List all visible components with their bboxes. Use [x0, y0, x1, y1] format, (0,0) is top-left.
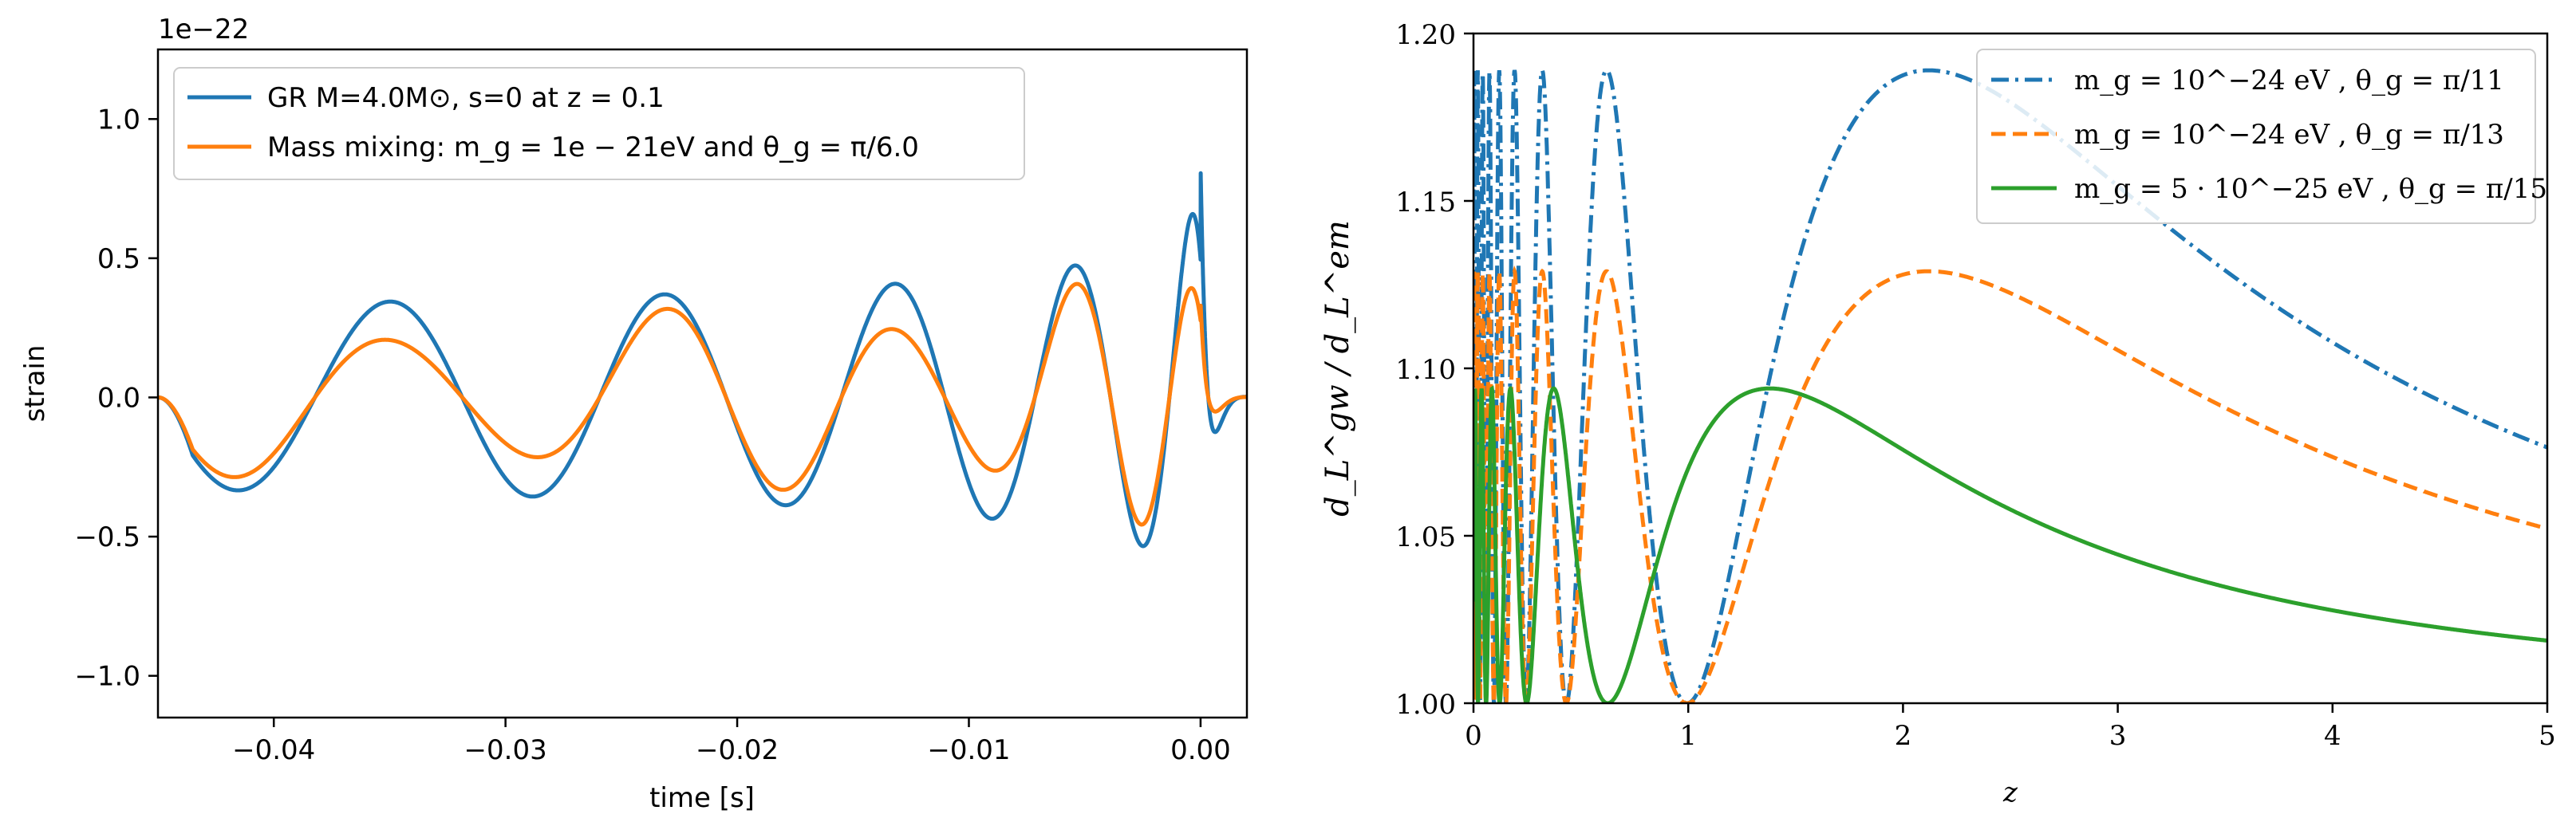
left-plot-frame	[156, 48, 1249, 719]
right-legend-label-1: m_g = 10^−24 eV , θ_g = π/11	[2074, 65, 2504, 96]
left-legend-label-mixing: Mass mixing: m_g = 1e − 21eV and θ_g = π…	[267, 132, 919, 163]
left-y-tick-label: −1.0	[74, 661, 140, 693]
left-legend: GR M=4.0M⊙, s=0 at z = 0.1 Mass mixing: …	[173, 67, 1025, 180]
right-x-tick-label: 4	[2324, 720, 2341, 752]
left-y-ticks: −1.0 −0.5 0.0 0.5 1.0	[74, 104, 158, 693]
left-x-tick-label: −0.01	[927, 734, 1010, 766]
right-y-axis-label-text: d_L^gw / d_L^em	[1320, 220, 1356, 517]
right-y-tick-label: 1.10	[1395, 354, 1456, 386]
right-series-line-2	[1473, 265, 2547, 703]
right-x-axis-label: z	[2002, 777, 2018, 808]
left-y-tick-label: 0.0	[97, 382, 140, 414]
left-x-ticks: −0.04 −0.03 −0.02 −0.01 0.00	[232, 718, 1231, 766]
right-x-tick-label: 0	[1465, 720, 1482, 752]
right-legend-label-2: m_g = 10^−24 eV , θ_g = π/13	[2074, 119, 2504, 151]
left-x-tick-label: −0.02	[696, 734, 779, 766]
right-series-line-3	[1473, 385, 2547, 703]
left-x-axis-label: time [s]	[649, 782, 755, 814]
right-y-tick-label: 1.05	[1395, 521, 1456, 553]
right-chart: 0 1 2 3 4 5 1.00 1.05 1.10 1.15 1.20 z d_L^gw / d…	[1320, 19, 2556, 808]
right-legend-label-3: m_g = 5 · 10^−25 eV , θ_g = π/15	[2074, 173, 2547, 205]
right-x-ticks: 0 1 2 3 4 5	[1465, 703, 2556, 752]
left-y-axis-label: strain	[19, 345, 51, 423]
left-x-tick-label: −0.04	[232, 734, 315, 766]
right-legend-box	[1976, 49, 2536, 224]
right-series-line-1	[1473, 67, 2547, 703]
left-y-tick-label: −0.5	[74, 521, 140, 553]
right-y-tick-label: 1.15	[1395, 187, 1456, 218]
right-x-tick-label: 5	[2539, 720, 2556, 752]
left-x-tick-label: 0.00	[1170, 734, 1231, 766]
right-y-ticks: 1.00 1.05 1.10 1.15 1.20	[1395, 19, 1473, 721]
left-series-group	[158, 171, 1247, 549]
left-offset-label: 1e−22	[158, 14, 249, 45]
right-y-tick-label: 1.00	[1395, 689, 1456, 721]
left-series-gr-line	[158, 171, 1247, 549]
left-chart: 1e−22 −0.04 −0.03 −0.02 −0.01 0.00 −1.0 −0.5 0…	[19, 14, 1249, 814]
right-x-tick-label: 2	[1895, 720, 1912, 752]
right-x-tick-label: 1	[1679, 720, 1697, 752]
left-y-tick-label: 1.0	[97, 104, 140, 136]
left-series-mixing-line	[158, 281, 1247, 527]
left-y-tick-label: 0.5	[97, 243, 140, 275]
right-series-group	[1473, 67, 2547, 703]
right-legend: m_g = 10^−24 eV , θ_g = π/11 m_g = 10^−2…	[1976, 49, 2547, 224]
left-legend-box	[173, 67, 1025, 180]
right-y-axis-label: d_L^gw / d_L^em	[1320, 220, 1356, 517]
right-x-tick-label: 3	[2109, 720, 2127, 752]
left-x-tick-label: −0.03	[464, 734, 547, 766]
right-y-tick-label: 1.20	[1395, 19, 1456, 51]
left-legend-label-gr: GR M=4.0M⊙, s=0 at z = 0.1	[267, 82, 665, 114]
